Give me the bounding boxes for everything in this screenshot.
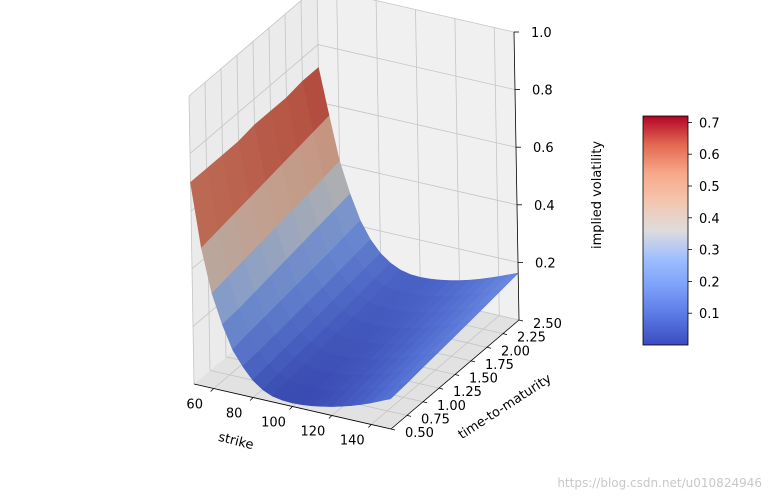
y-tick-mark [518, 319, 524, 322]
y-tick-label: 1.50 [469, 372, 498, 387]
z-axis-ticks: 0.2 0.4 0.6 0.8 1.0 [514, 26, 556, 271]
colorbar: 0.1 0.2 0.3 0.4 0.5 0.6 0.7 [642, 115, 720, 346]
x-tick-mark [210, 388, 214, 392]
y-tick-label: 1.00 [437, 399, 466, 414]
z-axis-line [513, 31, 520, 321]
z-tick-label: 0.6 [533, 141, 554, 156]
y-tick-label: 1.75 [485, 358, 514, 373]
colorbar-tick-label: 0.6 [699, 148, 720, 163]
colorbar-tick-label: 0.3 [699, 244, 720, 259]
back-gridline-x [375, 0, 382, 289]
surface-mesh [190, 67, 519, 407]
x-tick-label: 80 [226, 407, 243, 422]
y-tick-label: 0.50 [405, 426, 434, 441]
z-tick-label: 1.0 [531, 26, 552, 41]
y-tick-mark [502, 333, 508, 336]
surface-patch [380, 383, 407, 402]
left-gridline-y [188, 95, 195, 385]
y-tick-mark [438, 387, 444, 390]
back-gridline-z [372, 0, 515, 33]
back-gridline-z [317, 44, 516, 90]
colorbar-tick-label: 0.2 [699, 275, 720, 290]
colorbar-ticks: 0.1 0.2 0.3 0.4 0.5 0.6 0.7 [688, 116, 720, 322]
z-tick-label: 0.4 [534, 199, 555, 214]
x-tick-mark [289, 406, 293, 410]
x-tick-mark [328, 415, 333, 419]
y-tick-label: 2.25 [517, 331, 546, 346]
x-tick-mark [368, 424, 372, 428]
x-tick-label: 120 [300, 425, 325, 440]
z-tick-label: 0.2 [535, 256, 556, 271]
colorbar-tick-label: 0.1 [699, 307, 720, 322]
z-axis-label: implied volatility [590, 141, 605, 249]
y-tick-mark [422, 401, 428, 404]
back-gridline-z [319, 159, 518, 206]
x-tick-mark [249, 397, 254, 401]
x-tick-label: 140 [340, 434, 365, 449]
y-tick-mark [486, 346, 492, 349]
colorbar-tick-label: 0.7 [699, 116, 720, 131]
x-axis-label: strike [217, 430, 255, 453]
left-gridline-z [189, 44, 319, 154]
y-tick-mark [390, 428, 396, 431]
x-tick-label: 60 [186, 398, 203, 413]
y-tick-label: 0.75 [421, 412, 450, 427]
y-tick-label: 2.50 [533, 317, 562, 332]
y-axis-ticks: 0.500.751.001.251.501.752.002.252.50 [390, 317, 562, 441]
back-gridline-x [454, 18, 461, 307]
y-tick-mark [470, 360, 476, 363]
y-tick-label: 2.00 [501, 344, 530, 359]
watermark-text: https://blog.csdn.net/u010824946 [557, 476, 762, 490]
x-axis-ticks: 60 80 100 120 140 [186, 388, 372, 449]
back-gridline-x [493, 27, 500, 316]
colorbar-gradient [642, 115, 689, 346]
y-tick-mark [454, 374, 460, 376]
y-tick-mark [406, 414, 412, 417]
left-gridline-z [188, 0, 303, 97]
z-tick-label: 0.8 [532, 84, 553, 99]
y-tick-label: 1.25 [453, 385, 482, 400]
colorbar-tick-label: 0.4 [699, 212, 720, 227]
colorbar-tick-label: 0.5 [699, 180, 720, 195]
x-tick-label: 100 [261, 416, 286, 431]
back-gridline-z [318, 101, 517, 148]
back-gridline-x [415, 9, 421, 298]
